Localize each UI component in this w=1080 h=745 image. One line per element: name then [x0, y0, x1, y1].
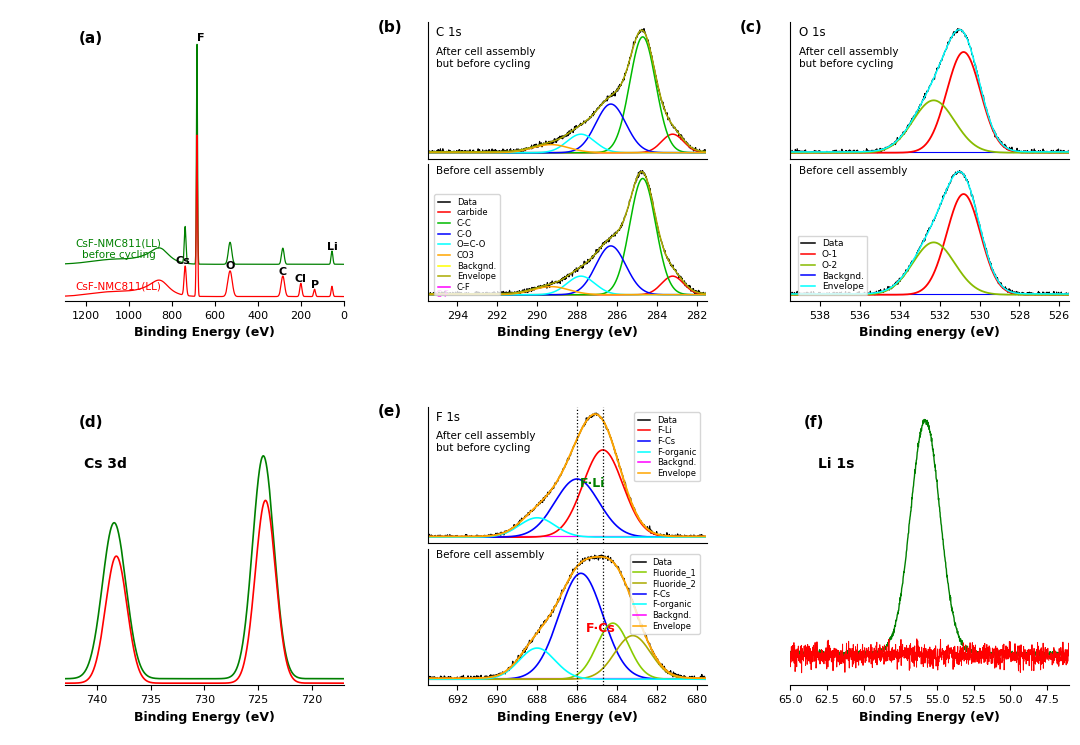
- Text: Before cell assembly: Before cell assembly: [798, 165, 907, 176]
- X-axis label: Binding Energy (eV): Binding Energy (eV): [134, 326, 274, 339]
- Text: After cell assembly
but before cycling: After cell assembly but before cycling: [436, 431, 536, 453]
- Text: (f): (f): [805, 415, 824, 430]
- Text: Li 1s: Li 1s: [819, 457, 854, 471]
- Text: C 1s: C 1s: [436, 26, 461, 39]
- Text: O: O: [226, 261, 234, 271]
- Text: Cl: Cl: [295, 274, 307, 284]
- Text: C: C: [279, 267, 287, 276]
- Text: (e): (e): [377, 404, 402, 419]
- Text: Cs 3d: Cs 3d: [84, 457, 127, 471]
- Text: After cell assembly
but before cycling: After cell assembly but before cycling: [798, 47, 899, 69]
- Text: Cs: Cs: [176, 256, 191, 266]
- Text: O 1s: O 1s: [798, 26, 825, 39]
- Text: Before cell assembly: Before cell assembly: [436, 165, 544, 176]
- Text: (c): (c): [740, 19, 762, 34]
- X-axis label: Binding Energy (eV): Binding Energy (eV): [860, 711, 1000, 723]
- Text: Li: Li: [326, 241, 337, 252]
- Legend: Data, O-1, O-2, Backgnd., Envelope: Data, O-1, O-2, Backgnd., Envelope: [797, 235, 867, 295]
- Text: CsF-NMC811(LL)
before cycling: CsF-NMC811(LL) before cycling: [76, 239, 161, 261]
- Legend: Data, F-Li, F-Cs, F-organic, Backgnd., Envelope: Data, F-Li, F-Cs, F-organic, Backgnd., E…: [634, 412, 700, 481]
- Text: C-F: C-F: [436, 290, 449, 299]
- Legend: Data, carbide, C-C, C-O, O=C-O, CO3, Backgnd., Envelope, C-F: Data, carbide, C-C, C-O, O=C-O, CO3, Bac…: [434, 194, 500, 296]
- Text: F·Li: F·Li: [580, 477, 606, 489]
- Text: (d): (d): [79, 415, 104, 430]
- Text: (a): (a): [79, 31, 103, 45]
- Text: F·Cs: F·Cs: [586, 622, 616, 635]
- Text: (b): (b): [377, 19, 402, 34]
- Text: F: F: [197, 34, 204, 43]
- X-axis label: Binding Energy (eV): Binding Energy (eV): [134, 711, 274, 723]
- Text: F 1s: F 1s: [436, 411, 460, 424]
- Legend: Data, Fluoride_1, Fluoride_2, F-Cs, F-organic, Backgnd., Envelope: Data, Fluoride_1, Fluoride_2, F-Cs, F-or…: [630, 554, 700, 634]
- X-axis label: Binding Energy (eV): Binding Energy (eV): [497, 711, 637, 723]
- Text: CsF-NMC811(LL): CsF-NMC811(LL): [76, 282, 161, 291]
- X-axis label: Binding energy (eV): Binding energy (eV): [860, 326, 1000, 339]
- Text: P: P: [311, 279, 319, 290]
- Text: Before cell assembly: Before cell assembly: [436, 551, 544, 560]
- Text: After cell assembly
but before cycling: After cell assembly but before cycling: [436, 47, 536, 69]
- X-axis label: Binding Energy (eV): Binding Energy (eV): [497, 326, 637, 339]
